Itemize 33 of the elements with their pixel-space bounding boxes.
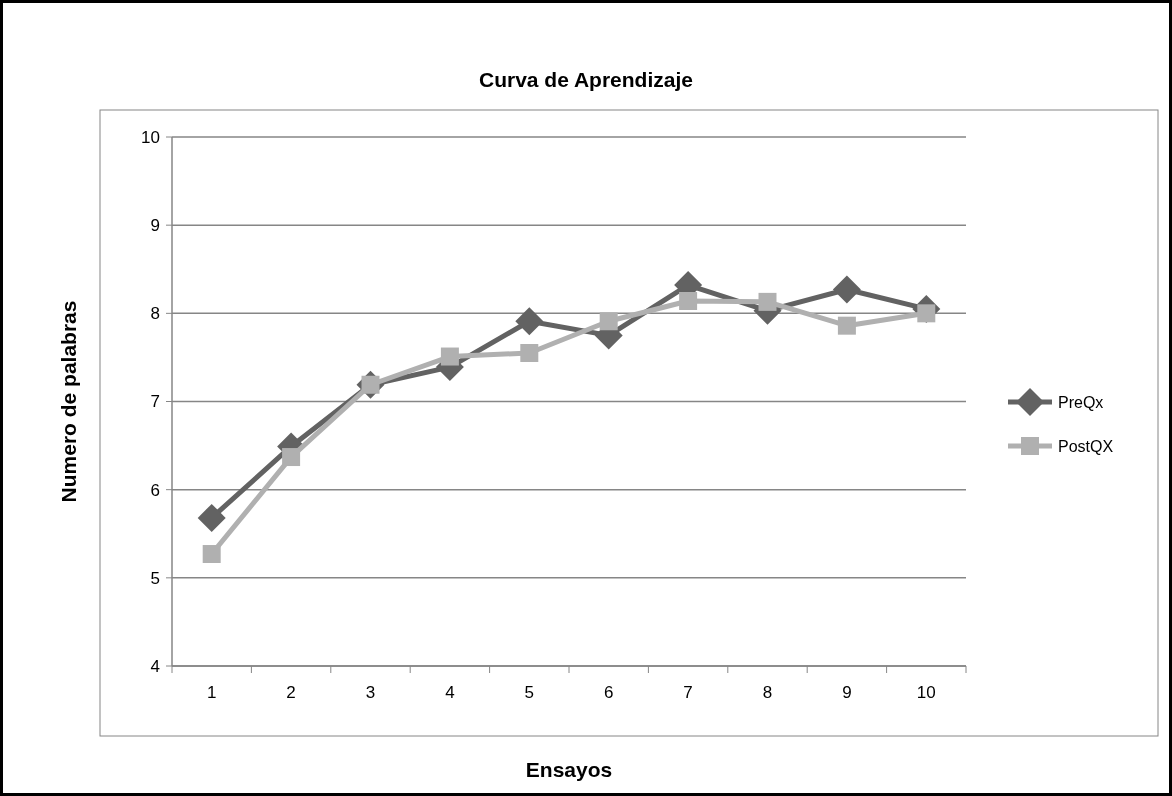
x-tick-label: 9 bbox=[842, 683, 852, 702]
y-axis-title: Numero de palabras bbox=[57, 300, 80, 503]
x-tick-label: 2 bbox=[286, 683, 296, 702]
point bbox=[520, 344, 539, 363]
point bbox=[440, 347, 459, 366]
y-tick-label: 4 bbox=[150, 656, 160, 676]
x-tick-label: 6 bbox=[603, 683, 614, 702]
y-tick-label: 8 bbox=[150, 304, 160, 324]
x-tick-label: 8 bbox=[762, 683, 773, 702]
point bbox=[758, 292, 777, 311]
y-tick-label: 9 bbox=[150, 216, 160, 236]
point bbox=[832, 275, 861, 304]
x-axis-title: Ensayos bbox=[525, 758, 613, 781]
point bbox=[197, 503, 226, 532]
x-tick-label: 10 bbox=[916, 683, 936, 702]
y-tick-label: 5 bbox=[150, 568, 160, 588]
y-tick-label: 7 bbox=[150, 392, 160, 412]
point bbox=[202, 545, 221, 564]
point bbox=[515, 307, 544, 336]
x-tick-label: 5 bbox=[524, 683, 535, 702]
chart-title: Curva de Aprendizaje bbox=[479, 68, 693, 91]
point bbox=[599, 312, 618, 331]
legend-label: PostQX bbox=[1058, 437, 1114, 455]
point bbox=[837, 316, 856, 335]
x-tick-label: 4 bbox=[445, 683, 455, 702]
x-tick-label: 3 bbox=[365, 683, 376, 702]
point bbox=[679, 291, 698, 310]
y-tick-label: 6 bbox=[150, 480, 160, 500]
legend-label: PreQx bbox=[1058, 393, 1104, 411]
x-tick-label: 7 bbox=[683, 683, 693, 702]
point bbox=[282, 448, 301, 467]
x-tick-label: 1 bbox=[206, 683, 217, 702]
y-tick-label: 10 bbox=[141, 127, 160, 147]
